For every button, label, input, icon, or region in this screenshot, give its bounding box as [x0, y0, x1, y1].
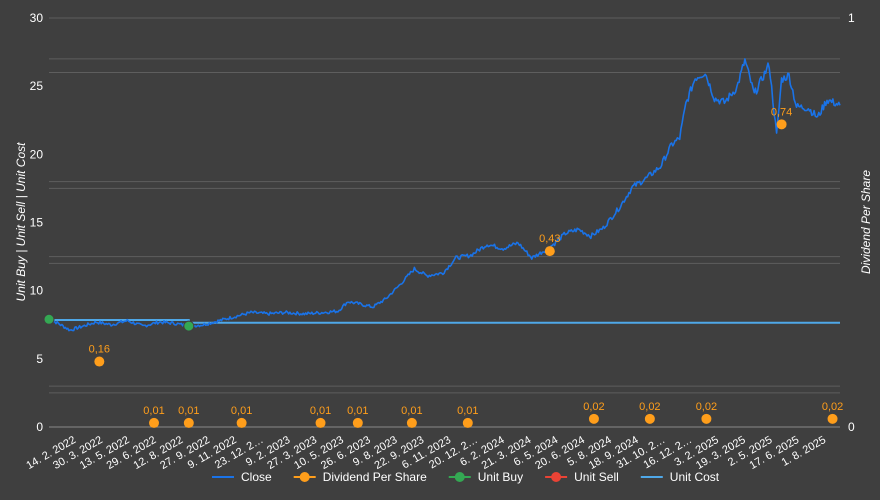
- legend-label: Unit Cost: [670, 470, 720, 484]
- dividend-point: [544, 246, 555, 257]
- y-tick-label: 30: [30, 11, 44, 25]
- dividend-point: [406, 417, 417, 428]
- legend: Close Dividend Per Share Unit Buy Unit Sell…: [212, 470, 720, 484]
- dividend-point: [588, 413, 599, 424]
- dividend-point: [352, 417, 363, 428]
- legend-item: Unit Sell: [545, 470, 619, 484]
- dividend-label: 0,02: [822, 401, 843, 413]
- dividend-label: 0,02: [639, 401, 660, 413]
- legend-swatch: [299, 472, 310, 482]
- dividend-point: [827, 413, 838, 424]
- dividend-label: 0,01: [143, 405, 164, 417]
- grid-lines: [49, 17, 840, 428]
- y-tick-label: 25: [30, 79, 44, 93]
- dividend-label: 0,01: [401, 405, 422, 417]
- y-tick-label: 0: [36, 420, 43, 434]
- legend-label: Unit Buy: [478, 470, 523, 484]
- legend-label: Close: [241, 470, 272, 484]
- legend-label: Unit Sell: [574, 470, 619, 484]
- unit-buy-point: [183, 320, 195, 332]
- dividend-label: 0,74: [771, 106, 792, 118]
- dividend-label: 0,01: [347, 405, 368, 417]
- dividend-label: 0,01: [310, 405, 331, 417]
- dividend-point: [236, 417, 247, 428]
- y-tick-label-right: 0: [848, 420, 855, 434]
- legend-item: Unit Buy: [448, 470, 523, 484]
- dividend-label: 0,02: [583, 401, 604, 413]
- dividend-point: [183, 417, 194, 428]
- dividend-series: 0,16 0,01 0,01 0,01 0,01 0,01 0,01 0,01 0,43 0,02…: [89, 106, 843, 428]
- legend-swatch: [551, 472, 562, 482]
- dividend-point: [315, 417, 326, 428]
- dividend-point: [644, 413, 655, 424]
- legend-label: Dividend Per Share: [323, 470, 427, 484]
- dividend-label: 0,02: [696, 401, 717, 413]
- dividend-point: [462, 417, 473, 428]
- dividend-label: 0,01: [231, 405, 252, 417]
- legend-swatch: [454, 472, 465, 482]
- legend-item: Dividend Per Share: [293, 470, 427, 484]
- legend-item: Unit Cost: [640, 470, 720, 484]
- dividend-point: [701, 413, 712, 424]
- dividend-label: 0,01: [178, 405, 199, 417]
- y-tick-label: 15: [30, 216, 44, 230]
- legend-item: Close: [212, 470, 272, 484]
- dividend-label: 0,01: [457, 405, 478, 417]
- close-series: [48, 58, 841, 332]
- unit-buy-series: [43, 313, 195, 332]
- dividend-point: [149, 417, 160, 428]
- y-tick-label: 20: [30, 147, 44, 161]
- y-axis-left-ticks: 0 5 10 15 20 25 30: [30, 11, 44, 434]
- y-axis-right-label: Dividend Per Share: [859, 170, 873, 274]
- close-line: [48, 58, 841, 332]
- dividend-label: 0,43: [539, 233, 560, 245]
- y-axis-right-ticks: 01: [848, 11, 855, 434]
- unit-buy-point: [43, 313, 55, 325]
- dividend-label: 0,16: [89, 344, 110, 356]
- dividend-point: [94, 356, 105, 367]
- y-tick-label-right: 1: [848, 11, 855, 25]
- y-tick-label: 5: [36, 352, 43, 366]
- y-tick-label: 10: [30, 284, 44, 298]
- y-axis-left-label: Unit Buy | Unit Sell | Unit Cost: [14, 142, 28, 302]
- dividend-point: [776, 119, 787, 130]
